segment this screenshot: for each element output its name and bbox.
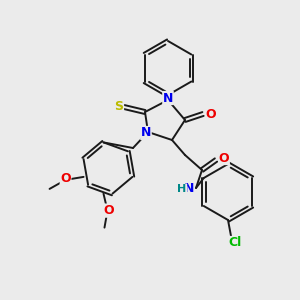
Text: O: O — [219, 152, 229, 164]
Text: N: N — [141, 127, 151, 140]
Text: O: O — [60, 172, 71, 185]
Text: Cl: Cl — [228, 236, 242, 250]
Text: S: S — [115, 100, 124, 112]
Text: N: N — [163, 92, 173, 104]
Text: O: O — [103, 204, 114, 217]
Text: O: O — [206, 107, 216, 121]
Text: N: N — [184, 182, 194, 196]
Text: H: H — [177, 184, 187, 194]
